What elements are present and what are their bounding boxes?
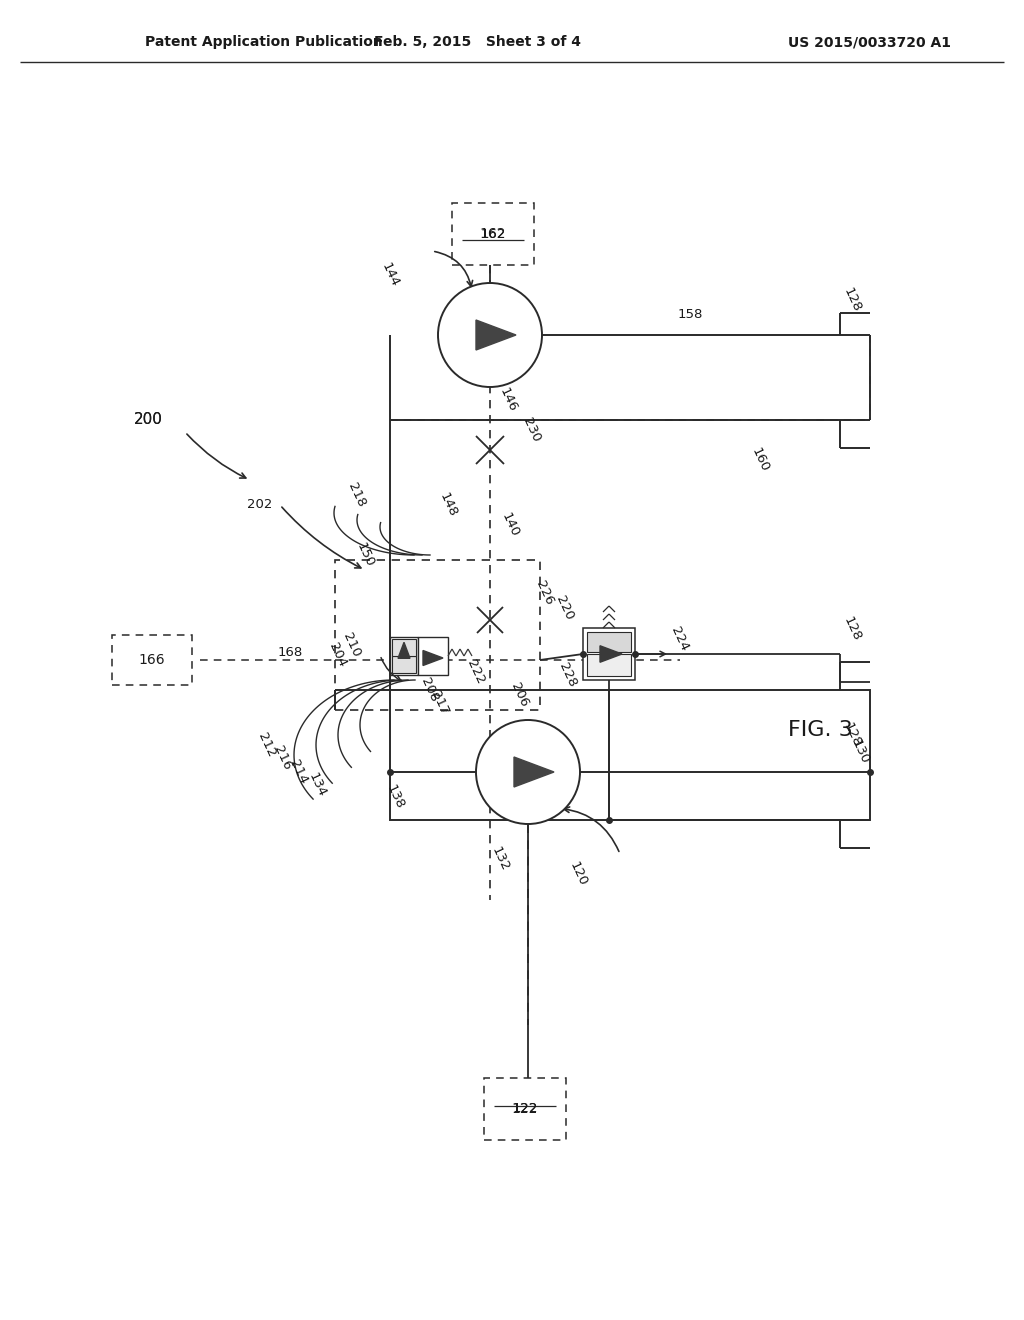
Text: 230: 230	[521, 416, 544, 445]
Polygon shape	[476, 319, 516, 350]
Polygon shape	[398, 643, 410, 659]
Text: 134: 134	[306, 771, 329, 799]
Text: 122: 122	[512, 1102, 539, 1115]
Bar	[587, 632, 631, 652]
Text: 202: 202	[248, 499, 272, 511]
Polygon shape	[514, 756, 554, 787]
Bar	[392, 639, 416, 656]
Bar	[587, 653, 631, 676]
Text: 166: 166	[138, 653, 165, 667]
Text: 146: 146	[497, 385, 519, 414]
Text: 120: 120	[566, 859, 589, 888]
Text: 220: 220	[554, 594, 577, 622]
Polygon shape	[423, 651, 443, 665]
Text: 217: 217	[429, 689, 452, 717]
Bar	[112, 635, 193, 685]
Text: 162: 162	[480, 227, 506, 242]
Text: 162: 162	[480, 227, 506, 240]
Text: 132: 132	[488, 845, 511, 874]
Text: 210: 210	[341, 631, 364, 659]
Bar	[418, 638, 449, 675]
Bar	[392, 656, 416, 673]
Text: 222: 222	[465, 657, 487, 686]
Text: 130: 130	[849, 738, 871, 766]
Text: US 2015/0033720 A1: US 2015/0033720 A1	[788, 36, 951, 49]
Text: 208: 208	[419, 676, 441, 704]
Text: 122: 122	[512, 1102, 538, 1115]
Text: FIG. 3: FIG. 3	[787, 719, 852, 741]
Text: 160: 160	[749, 446, 771, 474]
Text: 128: 128	[841, 721, 863, 750]
Polygon shape	[600, 645, 622, 663]
Bar	[484, 1078, 566, 1140]
Text: 158: 158	[677, 309, 702, 322]
Text: 128: 128	[841, 615, 863, 643]
Bar	[452, 203, 534, 265]
Text: 206: 206	[509, 681, 531, 709]
Circle shape	[438, 282, 542, 387]
Text: 128: 128	[841, 285, 863, 314]
Text: 138: 138	[384, 783, 407, 812]
Text: Patent Application Publication: Patent Application Publication	[145, 36, 383, 49]
Text: 200: 200	[133, 412, 163, 428]
Text: Feb. 5, 2015   Sheet 3 of 4: Feb. 5, 2015 Sheet 3 of 4	[375, 36, 582, 49]
Bar	[583, 628, 635, 680]
Text: 228: 228	[557, 661, 580, 689]
Text: 224: 224	[669, 624, 691, 653]
Text: 148: 148	[437, 491, 459, 519]
Text: 204: 204	[327, 640, 349, 669]
Circle shape	[476, 719, 580, 824]
Text: 212: 212	[256, 731, 279, 759]
Text: 218: 218	[346, 480, 369, 510]
Text: 144: 144	[379, 261, 401, 289]
Text: 214: 214	[288, 758, 310, 787]
Text: 140: 140	[499, 511, 521, 539]
Text: 150: 150	[353, 541, 376, 569]
Text: 226: 226	[534, 578, 556, 607]
Text: 200: 200	[133, 412, 163, 428]
Bar	[335, 560, 540, 710]
Bar	[390, 690, 870, 820]
Text: 168: 168	[278, 645, 303, 659]
Bar	[390, 638, 418, 675]
Text: 216: 216	[271, 743, 294, 772]
